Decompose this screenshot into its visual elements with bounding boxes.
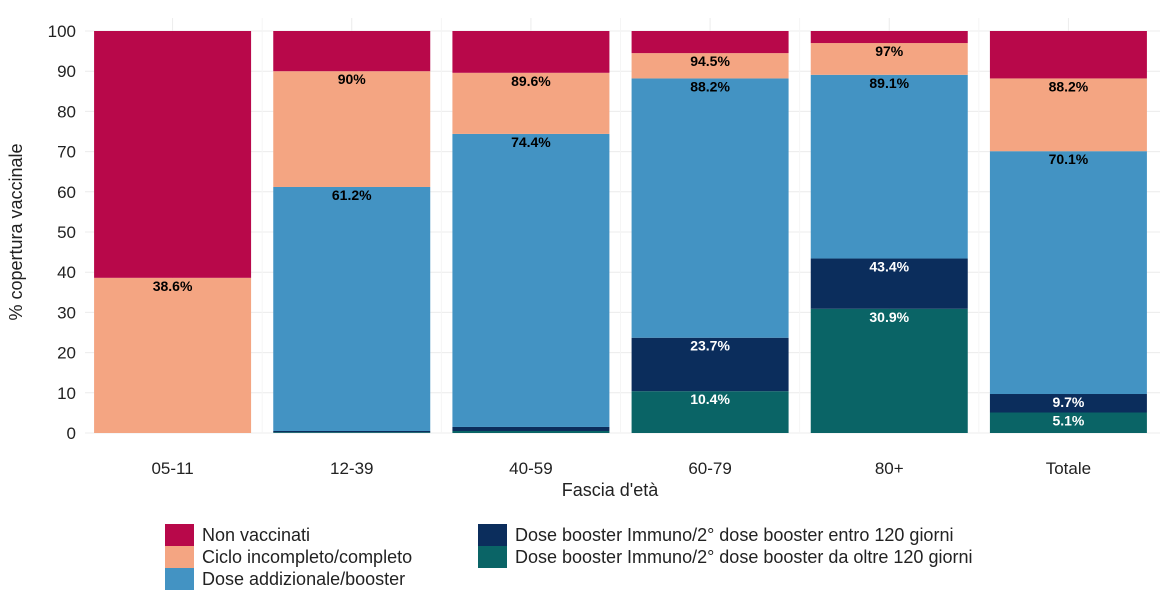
data-label: 90%	[338, 71, 367, 87]
legend-item: Ciclo incompleto/completo	[165, 546, 412, 568]
data-label: 38.6%	[153, 278, 193, 294]
bar-segment	[452, 426, 610, 431]
data-labels-layer: 38.6% 61.2% 90% 74.4% 89.6% 10.4% 23.7% 88.2% 94…	[153, 43, 1089, 428]
bars-layer	[94, 31, 1147, 433]
bar-segment	[452, 133, 610, 427]
y-tick-label: 10	[57, 384, 76, 403]
bar-segment	[94, 277, 252, 433]
legend-item: Dose booster Immuno/2° dose booster da o…	[478, 546, 972, 568]
bar-segment	[631, 31, 789, 54]
legend-swatch	[165, 524, 194, 546]
y-tick-label: 50	[57, 223, 76, 242]
bar-segment	[273, 186, 431, 431]
bar-segment	[989, 151, 1147, 395]
legend-label: Dose booster Immuno/2° dose booster entr…	[515, 525, 953, 545]
data-label: 5.1%	[1052, 412, 1084, 428]
data-label: 88.2%	[690, 78, 730, 94]
bar-segment	[989, 31, 1147, 79]
data-label: 88.2%	[1049, 78, 1089, 94]
y-tick-label: 30	[57, 303, 76, 322]
legend-item: Dose addizionale/booster	[165, 568, 405, 590]
legend-label: Dose booster Immuno/2° dose booster da o…	[515, 547, 972, 567]
legend-label: Dose addizionale/booster	[202, 569, 405, 589]
y-tick-labels: 0 10 20 30 40 50 60 70 80 90 100	[48, 22, 76, 443]
y-tick-label: 100	[48, 22, 76, 41]
bar-segment	[94, 31, 252, 278]
y-tick-label: 60	[57, 183, 76, 202]
bar-segment	[989, 394, 1147, 413]
data-label: 89.6%	[511, 73, 551, 89]
bar-segment	[273, 432, 431, 433]
bar-segment	[452, 31, 610, 73]
bar-segment	[631, 53, 789, 79]
x-tick-label: 05-11	[151, 459, 193, 478]
data-label: 23.7%	[690, 338, 730, 354]
legend-swatch	[478, 546, 507, 568]
x-tick-label: 12-39	[330, 459, 373, 478]
bar-segment	[273, 31, 431, 72]
legend-swatch	[165, 568, 194, 590]
bar-segment	[810, 258, 968, 309]
legend-label: Ciclo incompleto/completo	[202, 547, 412, 567]
bar-segment	[810, 43, 968, 75]
y-tick-label: 0	[67, 424, 76, 443]
bar-segment	[810, 308, 968, 433]
legend-label: Non vaccinati	[202, 525, 310, 545]
bar-segment	[273, 430, 431, 433]
data-label: 61.2%	[332, 187, 372, 203]
x-tick-label: 60-79	[688, 459, 731, 478]
y-tick-label: 70	[57, 143, 76, 162]
bar-segment	[631, 78, 789, 338]
bar-segment	[989, 78, 1147, 152]
y-axis-title: % copertura vaccinale	[6, 143, 26, 320]
bar-segment	[273, 71, 431, 187]
legend-swatch	[165, 546, 194, 568]
bar-segment	[810, 31, 968, 44]
bar-segment	[631, 337, 789, 392]
x-tick-label: 40-59	[509, 459, 552, 478]
data-label: 70.1%	[1049, 151, 1089, 167]
data-label: 9.7%	[1052, 394, 1084, 410]
data-label: 43.4%	[869, 259, 909, 275]
data-label: 10.4%	[690, 391, 730, 407]
x-tick-label: 80+	[875, 459, 904, 478]
bar-segment	[452, 430, 610, 433]
bar-segment	[810, 74, 968, 259]
data-label: 30.9%	[869, 309, 909, 325]
bar-segment	[631, 391, 789, 433]
data-label: 94.5%	[690, 53, 730, 69]
x-axis-title: Fascia d'età	[562, 480, 659, 500]
y-tick-label: 20	[57, 344, 76, 363]
bar-segment	[452, 72, 610, 134]
legend-item: Dose booster Immuno/2° dose booster entr…	[478, 524, 953, 546]
y-tick-label: 80	[57, 102, 76, 121]
legend-swatch	[478, 524, 507, 546]
x-tick-label: Totale	[1046, 459, 1091, 478]
y-tick-label: 90	[57, 62, 76, 81]
data-label: 74.4%	[511, 134, 551, 150]
data-label: 97%	[875, 43, 904, 59]
x-tick-labels: 05-11 12-39 40-59 60-79 80+ Totale	[151, 459, 1091, 478]
data-label: 89.1%	[869, 75, 909, 91]
legend-item: Non vaccinati	[165, 524, 310, 546]
bar-segment	[989, 412, 1147, 433]
y-tick-label: 40	[57, 263, 76, 282]
